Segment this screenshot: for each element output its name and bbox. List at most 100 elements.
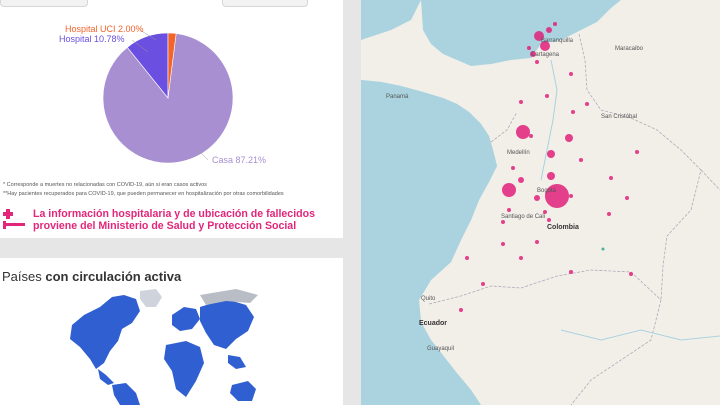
case-marker[interactable] xyxy=(543,210,547,214)
case-markers xyxy=(459,22,639,312)
case-marker[interactable] xyxy=(465,256,469,260)
case-marker[interactable] xyxy=(585,102,589,106)
border-colombia-ecuador xyxy=(428,269,662,305)
case-marker[interactable] xyxy=(635,150,639,154)
case-marker[interactable] xyxy=(553,22,557,26)
city-label-maracaibo: Maracaibo xyxy=(615,46,644,52)
city-label-bogota: Bogotá xyxy=(537,188,557,194)
notice-line-2: proviene del Ministerio de Salud y Prote… xyxy=(33,220,297,232)
world-map[interactable] xyxy=(0,285,343,405)
case-marker[interactable] xyxy=(501,220,505,224)
case-marker[interactable] xyxy=(540,41,550,51)
country-label-colombia: Colombia xyxy=(547,224,579,231)
asia-shape xyxy=(200,299,254,349)
active-countries-panel: Países con circulación activa xyxy=(0,258,343,405)
countries-title-light: Países xyxy=(2,269,46,284)
magdalena-river xyxy=(540,59,558,181)
case-marker[interactable] xyxy=(518,177,524,183)
city-label-panama: Panamá xyxy=(386,94,409,100)
case-marker[interactable] xyxy=(545,184,569,208)
city-label-medellin: Medellín xyxy=(507,150,530,156)
case-marker[interactable] xyxy=(530,51,536,57)
case-marker[interactable] xyxy=(535,60,539,64)
pie-leader-line xyxy=(139,29,157,41)
case-marker[interactable] xyxy=(459,308,463,312)
case-marker[interactable] xyxy=(565,134,573,142)
city-label-san-cristobal: San Cristóbal xyxy=(601,114,638,120)
case-marker[interactable] xyxy=(519,256,523,260)
countries-title-bold: con circulación activa xyxy=(45,269,182,284)
amazon-river xyxy=(560,329,720,341)
case-marker[interactable] xyxy=(629,272,633,276)
pie-leader-line xyxy=(131,39,149,53)
panel-tab-left[interactable] xyxy=(0,0,88,7)
case-marker[interactable] xyxy=(625,196,629,200)
case-marker[interactable] xyxy=(502,183,516,197)
pie-slice-hospital-uci[interactable] xyxy=(167,32,177,99)
border-colombia-venezuela xyxy=(578,33,702,301)
pacific-ocean xyxy=(361,80,497,405)
central-america-shape xyxy=(98,369,114,385)
southeast-asia-shape xyxy=(228,355,246,369)
city-label-cali: Santiago de Cali xyxy=(501,214,546,220)
case-marker[interactable] xyxy=(579,158,583,162)
panel-tab-right[interactable] xyxy=(222,0,308,7)
case-marker[interactable] xyxy=(519,100,523,104)
case-marker[interactable] xyxy=(545,94,549,98)
russia-shape xyxy=(200,289,258,305)
case-marker[interactable] xyxy=(547,218,551,222)
case-marker[interactable] xyxy=(527,46,531,50)
case-marker[interactable] xyxy=(569,72,573,76)
case-marker[interactable] xyxy=(481,282,485,286)
border-brazil-venezuela xyxy=(700,169,720,191)
label-hospital-uci: Hospital UCI 2.00% xyxy=(65,24,144,34)
case-marker[interactable] xyxy=(547,150,555,158)
greenland-shape xyxy=(140,289,162,307)
case-marker[interactable] xyxy=(534,195,540,201)
hospitalization-pie-chart xyxy=(102,29,234,164)
city-label-quito: Quito xyxy=(421,296,436,302)
case-marker[interactable] xyxy=(516,125,530,139)
case-marker[interactable] xyxy=(507,208,511,212)
label-casa: Casa 87.21% xyxy=(212,155,267,165)
case-marker[interactable] xyxy=(569,270,573,274)
case-marker[interactable] xyxy=(535,240,539,244)
data-source-notice: La información hospitalaria y de ubicaci… xyxy=(3,208,315,232)
border-colombia-panama xyxy=(490,111,518,143)
countries-title: Países con circulación activa xyxy=(2,269,181,284)
footnote-2: **Hay pacientes recuperados para COVID-1… xyxy=(3,191,284,197)
case-marker[interactable] xyxy=(569,194,573,198)
case-marker[interactable] xyxy=(571,110,575,114)
coast-detail xyxy=(591,28,661,64)
colombia-map-panel[interactable]: Barranquilla Cartagena Maracaibo Panamá … xyxy=(361,0,720,405)
caribbean-sea xyxy=(421,0,621,66)
landmass xyxy=(361,0,720,405)
case-marker[interactable] xyxy=(534,31,544,41)
notice-line-1: La información hospitalaria y de ubicaci… xyxy=(33,208,315,220)
australia-shape xyxy=(230,381,256,401)
hospitalization-panel: Hospital UCI 2.00% Hospital 10.78% Casa … xyxy=(0,0,343,238)
case-marker[interactable] xyxy=(501,242,505,246)
south-america-shape xyxy=(112,383,140,405)
footnote-1: * Corresponde a muertes no relacionadas … xyxy=(3,182,207,188)
africa-shape xyxy=(164,341,204,397)
label-hospital: Hospital 10.78% xyxy=(59,34,125,44)
case-marker-green[interactable] xyxy=(601,247,605,251)
case-marker[interactable] xyxy=(607,212,611,216)
north-america-shape xyxy=(70,295,140,369)
case-marker[interactable] xyxy=(546,27,552,33)
europe-shape xyxy=(172,307,200,331)
medical-cross-icon xyxy=(3,208,27,232)
pie-leader-line xyxy=(197,149,209,161)
city-label-cartagena: Cartagena xyxy=(531,52,560,58)
city-label-guayaquil: Guayaquil xyxy=(427,346,455,352)
case-marker[interactable] xyxy=(529,134,533,138)
country-label-ecuador: Ecuador xyxy=(419,320,448,327)
case-marker[interactable] xyxy=(511,166,515,170)
case-marker[interactable] xyxy=(547,172,555,180)
case-marker[interactable] xyxy=(609,176,613,180)
colombia-basemap xyxy=(361,0,720,405)
city-label-barranquilla: Barranquilla xyxy=(541,38,574,44)
footnotes: * Corresponde a muertes no relacionadas … xyxy=(3,181,284,199)
border-peru-brazil xyxy=(570,299,662,405)
